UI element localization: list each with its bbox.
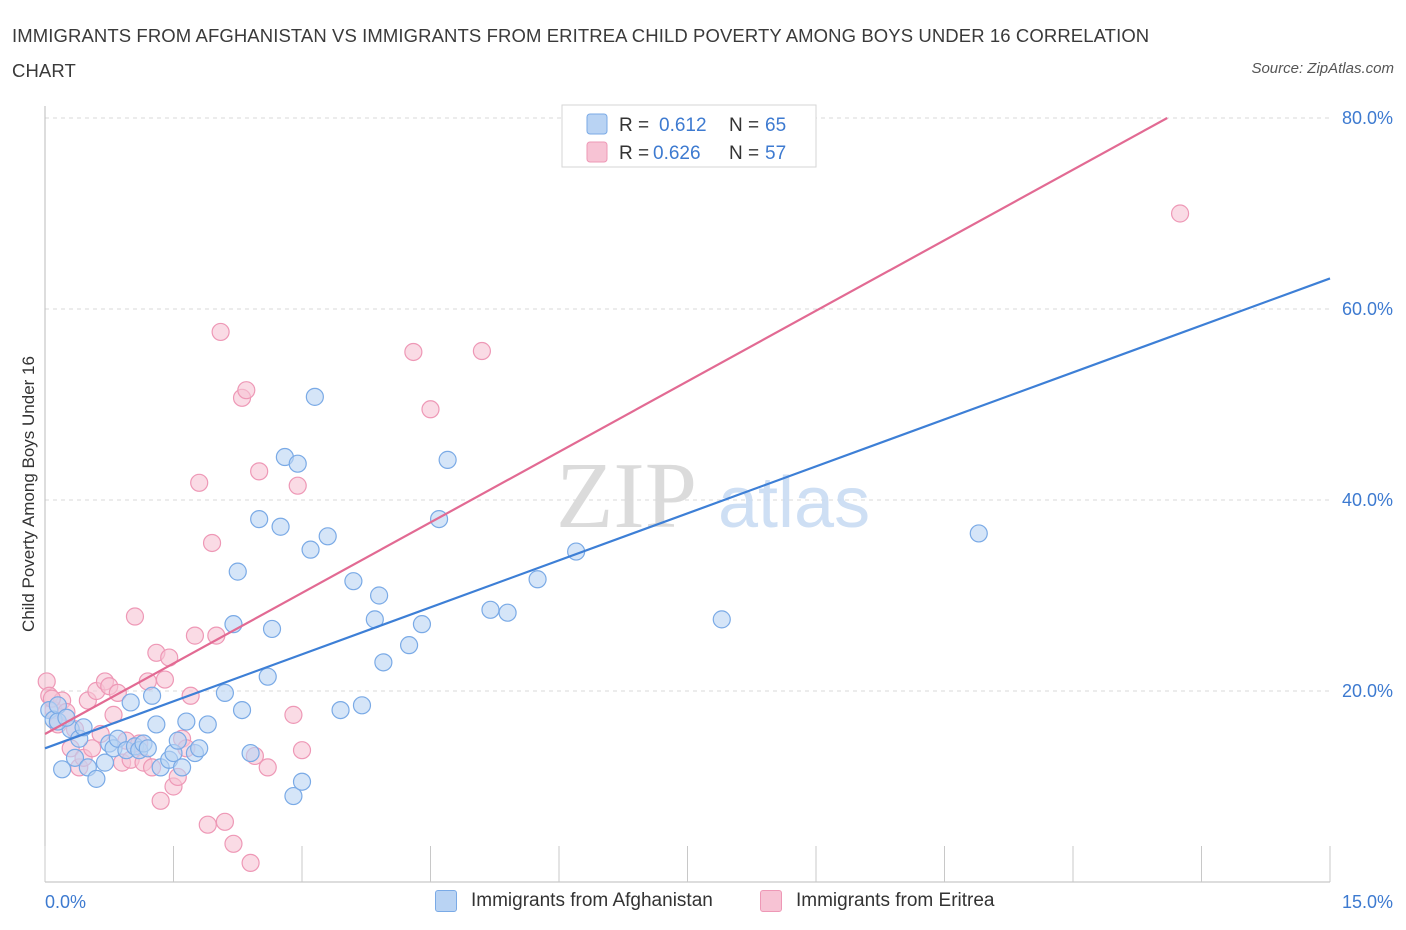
y-tick-label: 40.0% — [1342, 490, 1393, 510]
afghanistan-point — [65, 748, 85, 767]
afghanistan-point — [172, 758, 192, 777]
afghanistan-point — [215, 683, 234, 703]
eritrea-point — [202, 533, 222, 553]
legend-bottom-swatch-afghanistan — [435, 890, 457, 912]
afghanistan-point — [331, 700, 350, 720]
eritrea-point — [185, 626, 205, 645]
series-legend: Immigrants from Afghanistan Immigrants f… — [0, 886, 1406, 918]
eritrea-point — [211, 322, 230, 342]
afghanistan-point — [374, 653, 393, 672]
afghanistan-point — [969, 524, 988, 543]
afghanistan-point — [262, 619, 282, 639]
watermark-zip: ZIP — [556, 444, 697, 548]
eritrea-point — [241, 853, 260, 873]
afghanistan-point — [305, 387, 324, 406]
chart-title: IMMIGRANTS FROM AFGHANISTAN VS IMMIGRANT… — [12, 25, 1150, 81]
legend-bottom-swatch-eritrea — [760, 890, 782, 912]
legend-swatch-afghanistan — [586, 113, 608, 135]
afghanistan-point — [147, 715, 166, 734]
eritrea-point — [258, 758, 277, 777]
eritrea-point — [288, 476, 307, 495]
legend-swatch-eritrea — [586, 141, 608, 163]
legend-n-label-afghanistan: N = — [729, 115, 759, 136]
x-tick-label: 15.0% — [1342, 892, 1393, 912]
afghanistan-point — [284, 786, 303, 806]
y-tick-label: 20.0% — [1342, 681, 1393, 701]
legend-n-label-eritrea: N = — [729, 143, 759, 164]
eritrea-point — [215, 812, 234, 831]
watermark-atlas: atlas — [718, 463, 870, 543]
afghanistan-trend-line — [44, 277, 1331, 750]
legend-box: R = 0.612 N = 65 R = 0.626 N = 57 — [561, 104, 817, 168]
eritrea-point — [83, 739, 102, 758]
afghanistan-point — [142, 686, 162, 705]
afghanistan-point — [498, 603, 517, 622]
eritrea-point — [292, 741, 312, 760]
legend-label-eritrea: Immigrants from Eritrea — [796, 890, 995, 911]
afghanistan-point — [412, 615, 432, 634]
afghanistan-point — [318, 527, 337, 546]
afghanistan-point — [198, 715, 217, 734]
legend-n-value-afghanistan: 65 — [765, 115, 786, 136]
eritrea-point — [250, 462, 269, 481]
afghanistan-point — [138, 739, 157, 758]
afghanistan-point — [250, 509, 269, 529]
y-tick-label: 80.0% — [1342, 108, 1393, 128]
afghanistan-point — [232, 700, 252, 720]
eritrea-point — [421, 400, 440, 419]
eritrea-point — [237, 381, 256, 400]
source-label: Source: ZipAtlas.com — [1251, 60, 1394, 77]
tick-labels: 20.0% 40.0% 60.0% 80.0% 0.0% 15.0% — [45, 108, 1393, 912]
eritrea-point — [224, 834, 243, 853]
afghanistan-point — [301, 540, 320, 559]
y-tick-label: 60.0% — [1342, 299, 1393, 319]
eritrea-point — [284, 705, 303, 724]
x-tick-label: 0.0% — [45, 892, 86, 912]
afghanistan-point — [271, 517, 290, 536]
series-afghanistan-points — [40, 387, 988, 806]
afghanistan-point — [87, 769, 106, 788]
legend-r-value-afghanistan: 0.612 — [659, 115, 707, 136]
afghanistan-point — [177, 712, 196, 731]
afghanistan-point — [352, 696, 372, 715]
legend-label-afghanistan: Immigrants from Afghanistan — [471, 890, 713, 911]
legend-item-eritrea: Immigrants from Eritrea — [760, 890, 994, 912]
afghanistan-point — [95, 753, 115, 772]
eritrea-point — [190, 473, 209, 492]
afghanistan-point — [241, 743, 260, 763]
legend-r-label-eritrea: R = — [619, 143, 649, 164]
trend-lines — [44, 117, 1331, 750]
afghanistan-point — [190, 739, 209, 758]
eritrea-point — [198, 815, 217, 834]
eritrea-point — [155, 670, 175, 689]
eritrea-point — [472, 341, 491, 361]
eritrea-point — [404, 342, 423, 362]
legend-r-value-eritrea: 0.626 — [653, 143, 701, 164]
eritrea-point — [125, 607, 145, 626]
afghanistan-point — [438, 450, 457, 469]
axes — [44, 106, 1331, 883]
afghanistan-point — [399, 636, 419, 655]
legend-n-value-eritrea: 57 — [765, 143, 786, 164]
afghanistan-point — [528, 570, 547, 589]
eritrea-trend-line — [44, 117, 1168, 735]
y-axis-label: Child Poverty Among Boys Under 16 — [19, 356, 38, 632]
eritrea-point — [151, 791, 170, 810]
afghanistan-point — [370, 586, 389, 605]
afghanistan-point — [228, 562, 247, 581]
eritrea-point — [1170, 204, 1190, 223]
afghanistan-point — [53, 760, 72, 779]
legend-r-label-afghanistan: R = — [619, 115, 649, 136]
afghanistan-point — [344, 572, 363, 591]
afghanistan-point — [429, 509, 449, 529]
afghanistan-point — [168, 731, 187, 750]
legend-item-afghanistan: Immigrants from Afghanistan — [435, 890, 713, 912]
afghanistan-point — [288, 454, 307, 473]
afghanistan-point — [121, 693, 140, 712]
afghanistan-point — [712, 610, 731, 629]
afghanistan-point — [481, 600, 500, 619]
afghanistan-point — [292, 772, 312, 791]
afghanistan-point — [258, 667, 277, 686]
